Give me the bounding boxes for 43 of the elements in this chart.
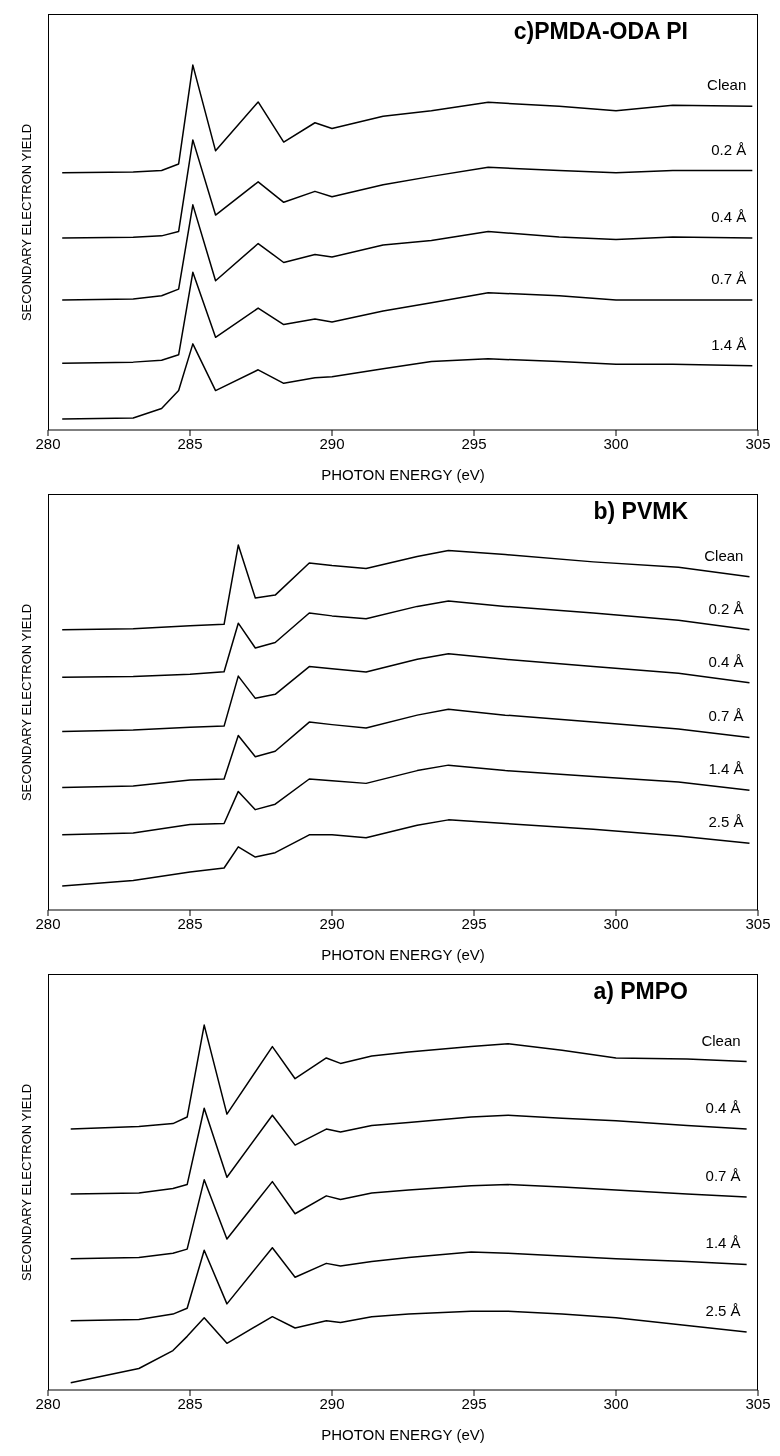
x-tick-label: 285: [177, 1394, 203, 1412]
series-label: 0.4 Å: [708, 652, 744, 670]
x-tick-label: 290: [319, 1394, 345, 1412]
x-tick-label: 280: [35, 914, 61, 932]
x-tick-label: 290: [319, 914, 345, 932]
series-label: Clean: [704, 546, 744, 564]
x-tick-label: 305: [745, 914, 771, 932]
series-label: 0.4 Å: [705, 1099, 741, 1117]
x-axis-title: PHOTON ENERGY (eV): [321, 946, 485, 963]
x-tick-label: 305: [745, 434, 771, 452]
x-axis-title: PHOTON ENERGY (eV): [321, 1426, 485, 1443]
x-tick-label: 285: [177, 434, 203, 452]
chart-title: a) PMPO: [593, 978, 688, 1005]
series-label: 0.7 Å: [708, 707, 744, 725]
chart-title: b) PVMK: [593, 498, 688, 525]
x-tick-label: 280: [35, 434, 61, 452]
x-tick-label: 290: [319, 434, 345, 452]
series-label: Clean: [701, 1031, 741, 1049]
series-label: 1.4 Å: [711, 335, 747, 353]
series-label: 0.2 Å: [708, 599, 744, 617]
x-axis-title: PHOTON ENERGY (eV): [321, 466, 485, 483]
series-label: 2.5 Å: [705, 1301, 741, 1319]
series-label: 1.4 Å: [708, 760, 744, 778]
x-tick-label: 300: [603, 914, 629, 932]
y-axis-title: SECONDARY ELECTRON YIELD: [18, 603, 34, 801]
x-tick-label: 285: [177, 914, 203, 932]
series-label: 0.4 Å: [711, 208, 747, 226]
x-tick-label: 295: [461, 914, 487, 932]
series-label: 2.5 Å: [708, 813, 744, 831]
series-label: Clean: [707, 76, 747, 94]
x-tick-label: 300: [603, 434, 629, 452]
x-tick-label: 295: [461, 434, 487, 452]
x-tick-label: 295: [461, 1394, 487, 1412]
series-label: 0.2 Å: [711, 140, 747, 158]
x-tick-label: 305: [745, 1394, 771, 1412]
series-label: 0.7 Å: [711, 270, 747, 288]
x-tick-label: 280: [35, 1394, 61, 1412]
series-label: 1.4 Å: [705, 1234, 741, 1252]
chart-title: c)PMDA-ODA PI: [513, 18, 688, 45]
y-axis-title: SECONDARY ELECTRON YIELD: [18, 1083, 34, 1281]
series-label: 0.7 Å: [705, 1166, 741, 1184]
y-axis-title: SECONDARY ELECTRON YIELD: [18, 123, 34, 321]
x-tick-label: 300: [603, 1394, 629, 1412]
